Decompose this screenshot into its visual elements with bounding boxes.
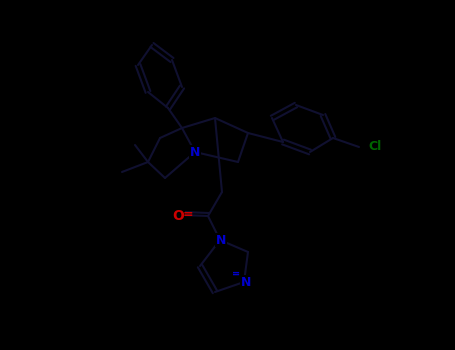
Text: Cl: Cl <box>369 140 382 154</box>
Text: =: = <box>232 269 240 279</box>
Text: N: N <box>216 233 226 246</box>
Text: =: = <box>183 209 193 222</box>
Text: N: N <box>241 275 251 288</box>
Text: O: O <box>172 209 184 223</box>
Text: N: N <box>190 146 200 159</box>
